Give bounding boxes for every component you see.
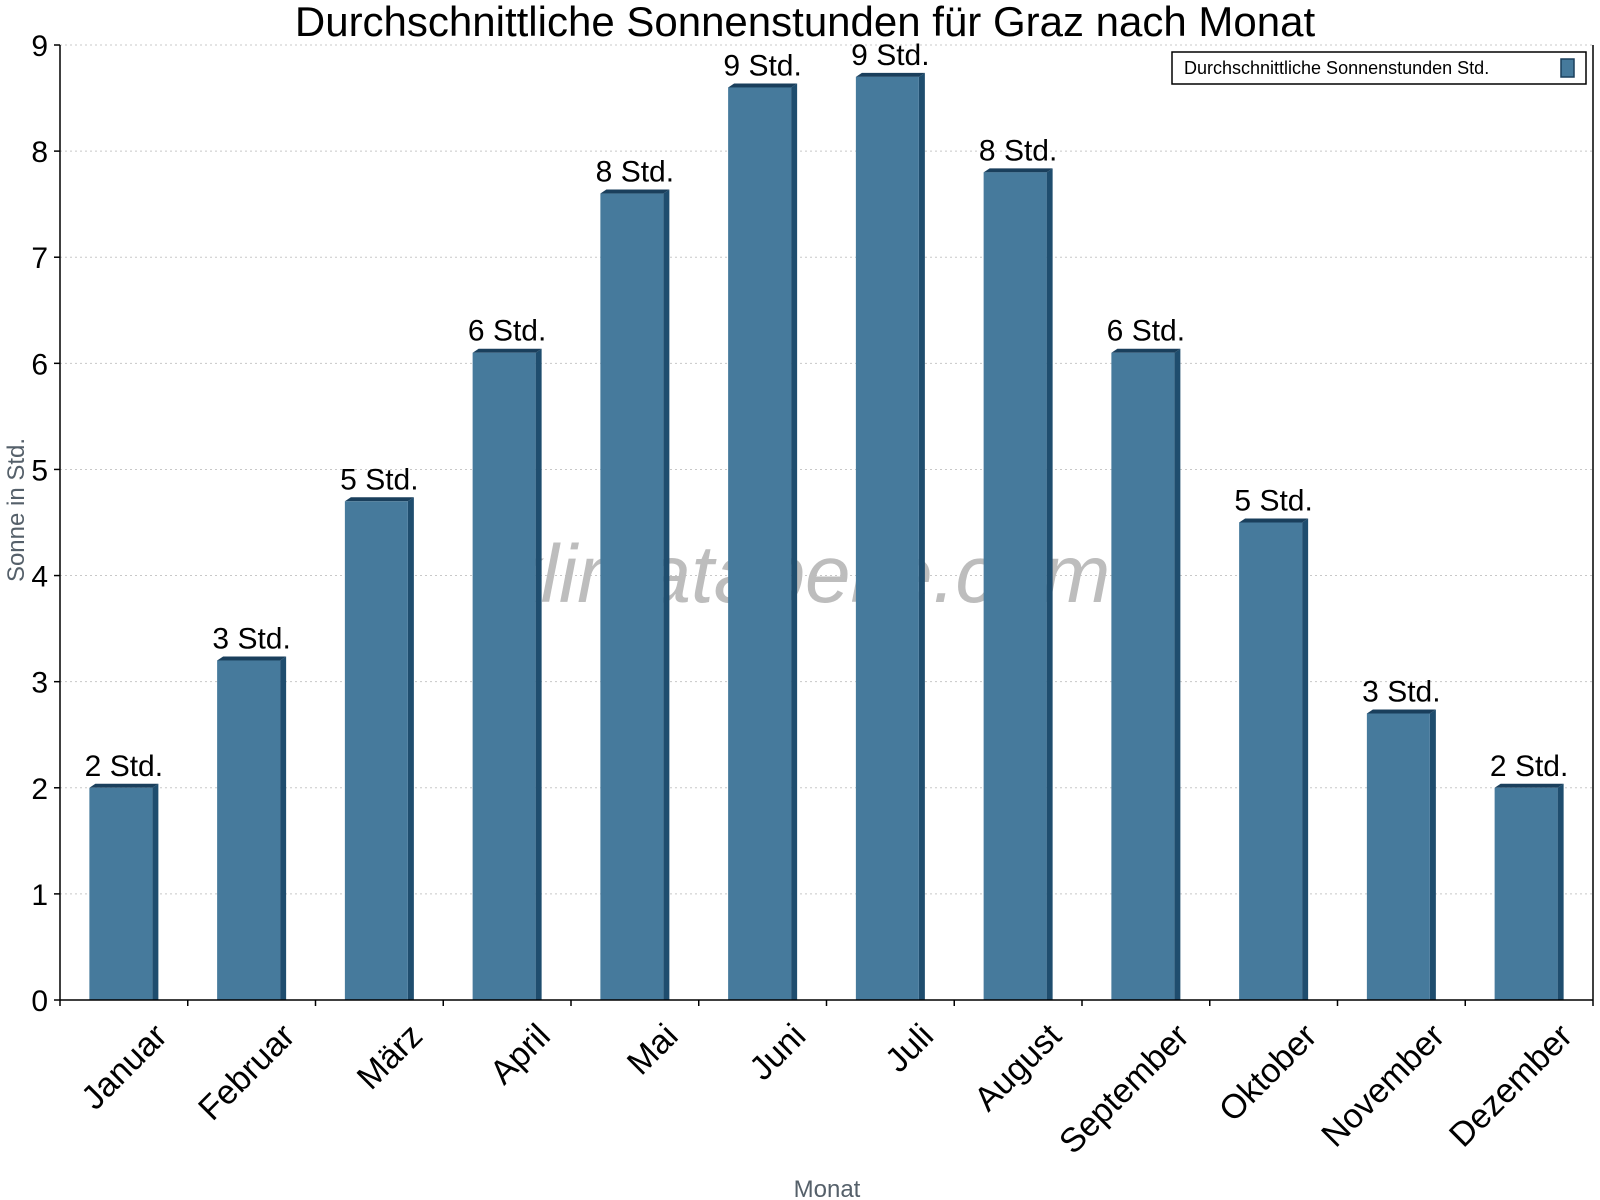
- x-tick-label: Juli: [878, 1017, 941, 1080]
- data-label: 5 Std.: [340, 463, 418, 496]
- y-tick-label: 0: [31, 985, 48, 1018]
- legend-label: Durchschnittliche Sonnenstunden Std.: [1184, 58, 1489, 78]
- bar-front: [983, 172, 1047, 1001]
- bar-side: [918, 72, 925, 1001]
- data-label: 3 Std.: [212, 622, 290, 655]
- bar-top: [983, 168, 1053, 173]
- bar-side: [791, 83, 798, 1000]
- x-tick-label: März: [350, 1017, 430, 1097]
- data-label: 9 Std.: [723, 49, 801, 82]
- bar-top: [1494, 783, 1564, 788]
- data-label: 2 Std.: [85, 750, 163, 783]
- bar-oktober: 5 Std.: [1234, 485, 1313, 1000]
- bar-front: [1239, 522, 1303, 1000]
- data-label: 2 Std.: [1490, 750, 1568, 783]
- bar-februar: 3 Std.: [212, 622, 291, 1000]
- bar-side: [663, 189, 670, 1001]
- x-tick-label: Juni: [742, 1017, 813, 1088]
- bar-dezember: 2 Std.: [1490, 750, 1568, 1000]
- legend-box: [1171, 51, 1587, 85]
- bar-juni: 9 Std.: [723, 49, 802, 1000]
- y-tick-label: 1: [31, 879, 48, 912]
- bar-front: [217, 660, 281, 1000]
- legend-swatch: [1560, 58, 1575, 78]
- bar-side: [407, 497, 414, 1000]
- bar-side: [280, 656, 287, 1000]
- bar-top: [1239, 518, 1309, 523]
- bar-top: [217, 656, 287, 661]
- x-tick-label: April: [483, 1017, 558, 1092]
- y-tick-label: 7: [31, 242, 48, 275]
- bar-top: [344, 497, 414, 502]
- data-label: 3 Std.: [1362, 676, 1440, 709]
- bar-top: [728, 83, 798, 88]
- bar-side: [535, 348, 542, 1000]
- bar-top: [1366, 709, 1436, 714]
- bar-side: [1557, 783, 1564, 1000]
- x-tick-label: Januar: [74, 1017, 174, 1117]
- axes: [59, 45, 1594, 1001]
- bar-januar: 2 Std.: [85, 750, 163, 1000]
- data-label: 8 Std.: [596, 156, 674, 189]
- chart-title: Durchschnittliche Sonnenstunden für Graz…: [295, 0, 1316, 45]
- x-tick-label: Oktober: [1212, 1017, 1324, 1129]
- y-tick-label: 6: [31, 348, 48, 381]
- bar-april: 6 Std.: [468, 315, 546, 1000]
- bar-mai: 8 Std.: [596, 156, 674, 1001]
- bar-top: [855, 72, 925, 77]
- bar-side: [1174, 348, 1181, 1000]
- y-tick-label: 3: [31, 667, 48, 700]
- y-axis-title: Sonne in Std.: [3, 438, 30, 582]
- x-tick-label: Mai: [620, 1017, 686, 1083]
- bar-november: 3 Std.: [1362, 676, 1441, 1000]
- bar-side: [1429, 709, 1436, 1000]
- bar-juli: 9 Std.: [851, 39, 930, 1001]
- bar-front: [1366, 713, 1430, 1000]
- data-label: 5 Std.: [1234, 485, 1312, 518]
- data-label: 6 Std.: [468, 315, 546, 348]
- bar-front: [600, 193, 664, 1001]
- bar-front: [344, 501, 408, 1000]
- bars: 2 Std. 3 Std. 5 Std. 6 Std. 8 Std. 9 Std. 9 St…: [85, 39, 1568, 1001]
- legend: Durchschnittliche Sonnenstunden Std.: [1171, 51, 1587, 85]
- bar-top: [472, 348, 542, 353]
- bar-top: [600, 189, 670, 194]
- bar-september: 6 Std.: [1107, 315, 1185, 1000]
- y-axis-ticks: 0 1 2 3 4 5 6 7 8 9: [31, 30, 60, 1018]
- x-tick-label: Dezember: [1442, 1017, 1580, 1155]
- bar-front: [472, 352, 536, 1000]
- bar-märz: 5 Std.: [340, 463, 419, 1000]
- x-tick-label: September: [1052, 1017, 1196, 1161]
- data-label: 8 Std.: [979, 134, 1057, 167]
- data-label: 6 Std.: [1107, 315, 1185, 348]
- bar-side: [1302, 518, 1309, 1000]
- x-axis-title: Monat: [794, 1176, 861, 1200]
- y-tick-label: 2: [31, 773, 48, 806]
- data-label: 9 Std.: [851, 39, 929, 72]
- bar-front: [1111, 352, 1175, 1000]
- bar-front: [855, 76, 919, 1001]
- y-tick-label: 9: [31, 30, 48, 63]
- bar-front: [728, 87, 792, 1000]
- bar-side: [1046, 168, 1053, 1001]
- bar-top: [89, 783, 159, 788]
- x-tick-label: August: [967, 1016, 1069, 1118]
- bar-top: [1111, 348, 1181, 353]
- x-tick-label: Februar: [191, 1017, 302, 1128]
- y-tick-label: 5: [31, 454, 48, 487]
- y-tick-label: 8: [31, 136, 48, 169]
- bar-august: 8 Std.: [979, 134, 1057, 1001]
- x-tick-label: November: [1314, 1017, 1452, 1155]
- bar-side: [152, 783, 159, 1000]
- gridlines: [60, 44, 1593, 895]
- y-tick-label: 4: [31, 561, 48, 594]
- x-axis-ticks: Januar Februar März April Mai Juni Juli AugustS…: [59, 1000, 1594, 1161]
- bar-front: [1494, 787, 1558, 1000]
- bar-front: [89, 787, 153, 1000]
